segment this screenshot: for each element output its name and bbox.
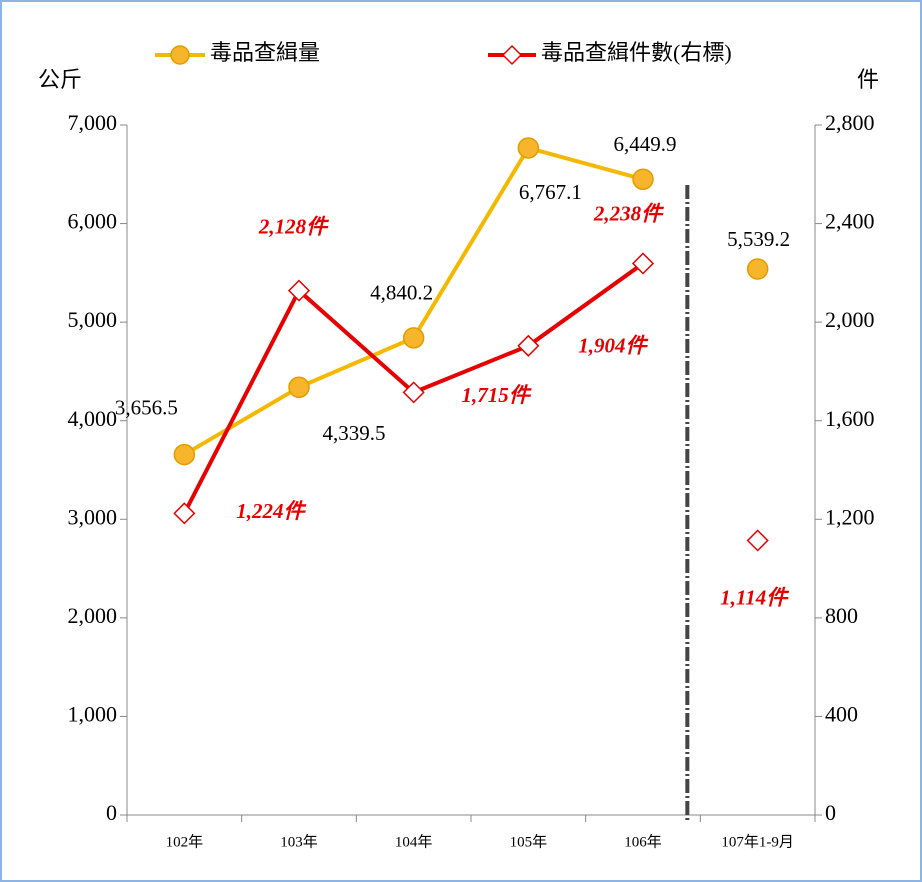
data-label: 4,840.2 <box>370 281 433 305</box>
y-tick-label: 6,000 <box>68 209 118 234</box>
x-tick-label: 106年 <box>624 833 662 850</box>
data-label: 6,767.1 <box>519 180 582 204</box>
y-tick-label: 2,000 <box>68 603 118 628</box>
y2-tick-label: 0 <box>825 800 836 825</box>
data-label: 2,238件 <box>593 201 664 225</box>
data-label: 1,904件 <box>578 334 648 358</box>
data-label: 5,539.2 <box>727 227 790 251</box>
x-tick-label: 104年 <box>395 833 433 850</box>
y2-tick-label: 1,200 <box>825 504 875 529</box>
y2-tick-label: 1,600 <box>825 406 875 431</box>
marker <box>746 258 769 280</box>
legend-label: 毒品查緝量 <box>210 40 320 65</box>
marker <box>746 529 769 552</box>
legend-marker <box>501 44 523 66</box>
y-tick-label: 4,000 <box>68 406 118 431</box>
y2-tick-label: 2,000 <box>825 307 875 332</box>
data-label: 2,128件 <box>258 214 329 238</box>
y2-tick-label: 400 <box>825 701 858 726</box>
x-tick-label: 107年1-9月 <box>721 833 794 850</box>
y2-tick-label: 2,400 <box>825 209 875 234</box>
y-tick-label: 1,000 <box>68 701 118 726</box>
data-label: 1,114件 <box>720 585 789 609</box>
x-tick-label: 105年 <box>510 833 548 850</box>
marker <box>173 443 196 466</box>
y2-tick-label: 2,800 <box>825 110 875 135</box>
data-label: 3,656.5 <box>115 395 178 419</box>
marker <box>517 334 540 357</box>
marker <box>631 252 655 275</box>
x-tick-label: 103年 <box>280 833 318 850</box>
data-label: 6,449.9 <box>614 132 677 156</box>
legend-marker <box>170 45 190 65</box>
marker <box>402 381 425 404</box>
marker <box>173 502 196 525</box>
y2-axis-label: 件 <box>857 67 879 92</box>
y-tick-label: 0 <box>106 800 117 825</box>
marker <box>287 279 311 302</box>
data-label: 1,715件 <box>462 383 532 407</box>
marker <box>517 137 540 159</box>
x-tick-label: 102年 <box>166 833 204 850</box>
data-label: 4,339.5 <box>323 421 386 445</box>
marker <box>288 376 310 398</box>
data-label: 1,224件 <box>236 499 306 523</box>
legend-label: 毒品查緝件數(右標) <box>541 40 732 65</box>
y-axis-label: 公斤 <box>38 67 82 92</box>
marker <box>632 168 654 190</box>
marker <box>402 327 425 349</box>
y2-tick-label: 800 <box>825 603 858 628</box>
y-tick-label: 5,000 <box>68 307 118 332</box>
y-tick-label: 3,000 <box>68 504 118 529</box>
y-tick-label: 7,000 <box>68 110 118 135</box>
